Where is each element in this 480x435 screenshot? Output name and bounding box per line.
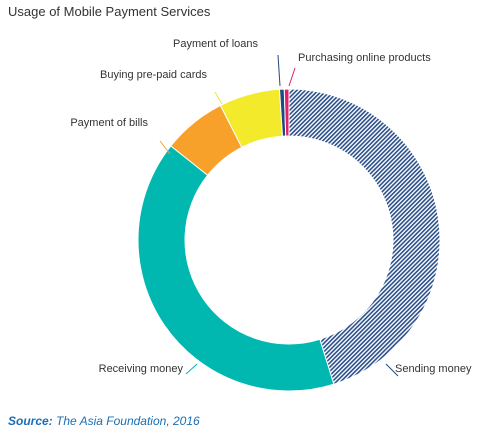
slice-purchasing-online-products [283,88,290,137]
label-buying-pre-paid-cards: Buying pre-paid cards [100,69,208,81]
label-sending-money: Sending money [395,363,472,375]
label-payment-of-bills: Payment of bills [70,117,148,129]
leader-line-payment-of-bills [159,140,171,155]
leader-line-sending-money [385,363,399,377]
label-purchasing-online-products: Purchasing online products [298,52,431,64]
source-text: The Asia Foundation, 2016 [52,414,200,428]
chart-title: Usage of Mobile Payment Services [8,4,211,19]
slice-receiving-money [137,145,335,392]
label-receiving-money: Receiving money [99,363,184,375]
leader-line-purchasing-online-products [288,67,296,87]
source-note: Source: The Asia Foundation, 2016 [8,414,200,428]
source-prefix: Source: [8,414,53,428]
slice-sending-money [288,88,441,385]
label-payment-of-loans: Payment of loans [173,38,258,50]
leader-line-receiving-money [185,363,198,375]
leader-line-payment-of-loans [277,54,281,87]
leader-line-buying-pre-paid-cards [214,91,223,105]
